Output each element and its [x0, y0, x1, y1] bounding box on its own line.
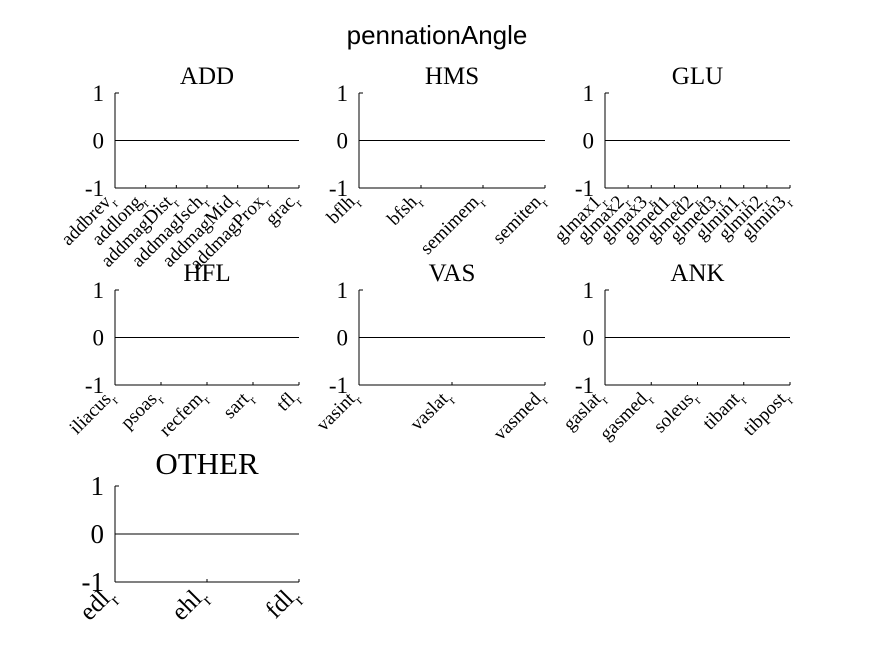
y-tick-label: -1 — [329, 373, 348, 398]
x-tick-label: ehlr — [167, 581, 216, 630]
y-tick-label: 0 — [91, 519, 105, 549]
y-tick-label: 0 — [337, 326, 349, 351]
subplot-title: HMS — [425, 63, 479, 90]
y-tick-label: 1 — [583, 81, 595, 106]
x-tick-label: bfshr — [383, 188, 427, 232]
x-tick-label: gracr — [261, 188, 305, 232]
y-tick-label: 1 — [93, 278, 105, 303]
subplot-title: HFL — [183, 260, 230, 287]
x-tick-label: semimemr — [416, 188, 489, 261]
x-tick-label: tflr — [273, 385, 306, 418]
subplot-title: GLU — [672, 63, 723, 90]
subplot-grid: ADD10-1addbrevraddlongraddmagDistraddmag… — [57, 63, 797, 630]
y-tick-label: 1 — [93, 81, 105, 106]
subplot-glu: GLU10-1glmax1rglmax2rglmax3rglmed1rglmed… — [550, 63, 797, 247]
subplot-add: ADD10-1addbrevraddlongraddmagDistraddmag… — [57, 63, 305, 275]
figure-title: pennationAngle — [347, 20, 528, 50]
y-tick-label: -1 — [575, 176, 594, 201]
subplot-title: OTHER — [155, 446, 259, 481]
y-tick-label: 1 — [337, 81, 349, 106]
x-tick-label: semitenr — [489, 188, 552, 251]
y-tick-label: 1 — [91, 471, 105, 501]
y-tick-label: 0 — [93, 129, 105, 154]
x-tick-label: soleusr — [650, 385, 705, 440]
y-tick-label: -1 — [575, 373, 594, 398]
y-tick-label: 0 — [337, 129, 349, 154]
x-tick-label: fdlr — [260, 581, 307, 628]
y-tick-label: -1 — [329, 176, 348, 201]
y-tick-label: -1 — [85, 373, 104, 398]
subplot-title: ADD — [180, 63, 234, 90]
x-tick-label: gasmedr — [596, 385, 658, 447]
x-tick-label: sartr — [219, 385, 260, 426]
subplot-ank: ANK10-1gaslatrgasmedrsoleusrtibantrtibpo… — [559, 260, 797, 447]
y-tick-label: 0 — [93, 326, 105, 351]
x-tick-label: vasmedr — [490, 385, 552, 447]
subplot-title: VAS — [429, 260, 476, 287]
y-tick-label: -1 — [85, 176, 104, 201]
subplot-title: ANK — [670, 260, 724, 287]
x-tick-label: tibpostr — [739, 385, 797, 443]
x-tick-label: vasintr — [313, 385, 366, 438]
y-tick-label: 0 — [583, 129, 595, 154]
y-tick-label: 0 — [583, 326, 595, 351]
x-tick-label: recfemr — [155, 385, 214, 444]
y-tick-label: -1 — [82, 567, 105, 597]
x-tick-label: vaslatr — [406, 385, 459, 438]
y-tick-label: 1 — [337, 278, 349, 303]
y-tick-label: 1 — [583, 278, 595, 303]
